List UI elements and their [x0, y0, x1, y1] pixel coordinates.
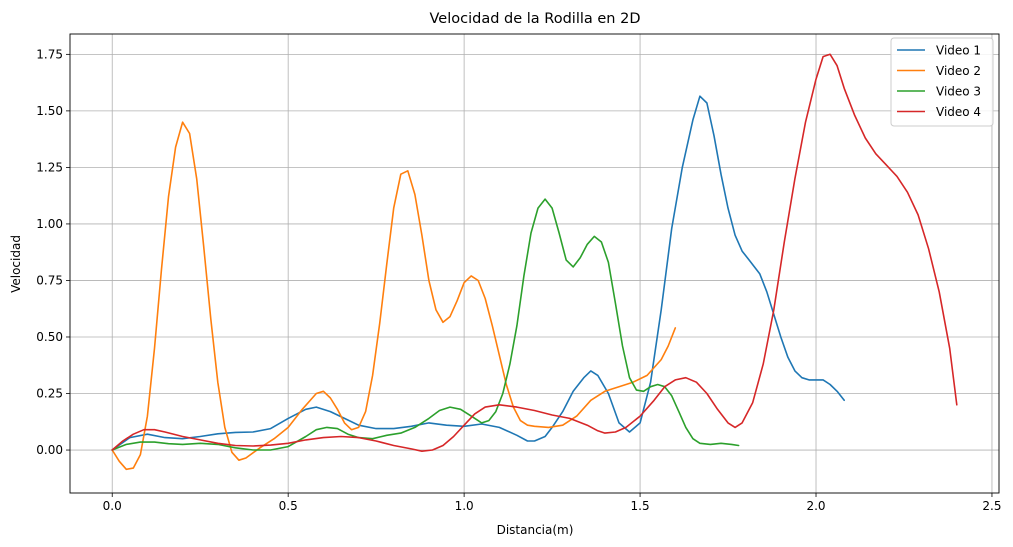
legend-label-video-4: Video 4 — [936, 105, 981, 119]
y-tick-label: 0.75 — [36, 273, 63, 287]
grid-lines — [70, 34, 999, 493]
y-tick-label: 0.50 — [36, 330, 63, 344]
y-tick-label: 1.50 — [36, 104, 63, 118]
x-axis-label: Distancia(m) — [497, 523, 574, 537]
x-tick-label: 2.5 — [982, 499, 1001, 513]
x-tick-labels: 0.0 0.5 1.0 1.5 2.0 2.5 — [103, 499, 1002, 513]
series-line-video-1 — [111, 95, 846, 451]
legend-label-video-2: Video 2 — [936, 64, 981, 78]
plot-area-frame — [69, 33, 1000, 494]
y-tick-labels: 0.00 0.25 0.50 0.75 1.00 1.25 1.50 1.75 — [36, 47, 63, 457]
legend: Video 1 Video 2 Video 3 Video 4 — [890, 37, 994, 127]
x-tick-label: 1.0 — [455, 499, 474, 513]
series-lines — [111, 53, 958, 471]
legend-box — [890, 37, 994, 127]
x-tick-label: 0.5 — [279, 499, 298, 513]
y-tick-label: 1.75 — [36, 47, 63, 61]
y-tick-label: 1.25 — [36, 160, 63, 174]
chart-title: Velocidad de la Rodilla en 2D — [430, 11, 641, 27]
legend-label-video-1: Video 1 — [936, 44, 981, 58]
tick-marks — [66, 53, 993, 497]
series-line-video-4 — [111, 53, 958, 453]
x-tick-label: 1.5 — [631, 499, 650, 513]
legend-label-video-3: Video 3 — [936, 85, 981, 99]
y-tick-label: 0.25 — [36, 387, 63, 401]
y-axis-label: Velocidad — [9, 235, 23, 293]
series-line-video-2 — [111, 121, 677, 471]
x-tick-label: 0.0 — [103, 499, 122, 513]
x-tick-label: 2.0 — [806, 499, 825, 513]
y-tick-label: 1.00 — [36, 217, 63, 231]
y-tick-label: 0.00 — [36, 443, 63, 457]
series-line-video-3 — [111, 198, 740, 451]
